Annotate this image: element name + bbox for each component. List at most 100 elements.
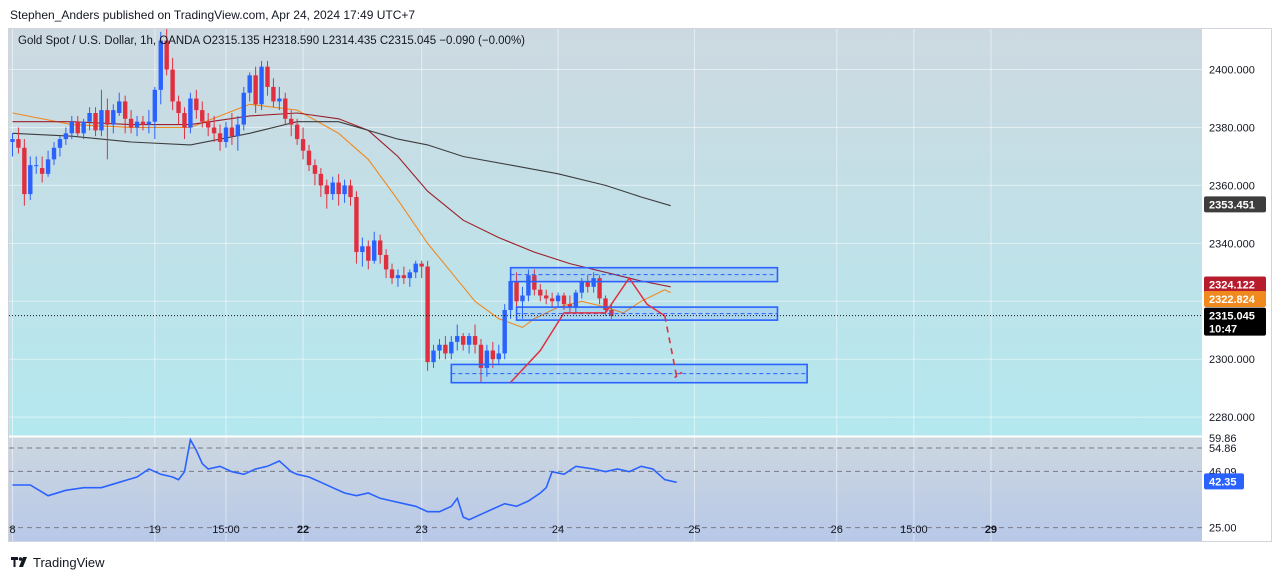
support-resistance-zone xyxy=(515,306,779,321)
time-axis-label: 23 xyxy=(416,524,428,536)
candle-body xyxy=(271,86,276,102)
candle xyxy=(10,133,15,157)
candle-body xyxy=(247,75,252,93)
candle-body xyxy=(514,281,519,302)
candle-body xyxy=(87,113,92,122)
candle xyxy=(93,107,98,137)
candle xyxy=(484,344,490,377)
candle xyxy=(45,150,51,177)
candle xyxy=(200,101,205,128)
price-tag-label: 2353.451 xyxy=(1209,199,1255,211)
candle-body xyxy=(603,298,608,310)
candle xyxy=(294,118,300,145)
candle-body xyxy=(443,344,448,354)
candle xyxy=(271,78,276,108)
candle xyxy=(146,110,152,134)
candle xyxy=(105,98,110,160)
countdown-label: 10:47 xyxy=(1209,324,1237,336)
candle-body xyxy=(348,185,353,198)
candle xyxy=(419,260,424,279)
candle-body xyxy=(324,185,329,195)
chart-canvas[interactable]: 2280.0002300.0002320.0002340.0002360.000… xyxy=(9,29,1271,541)
candle-body xyxy=(466,336,472,345)
candle-body xyxy=(69,121,74,134)
candle xyxy=(514,272,519,308)
candle xyxy=(300,127,306,160)
candle-body xyxy=(526,275,531,296)
candle xyxy=(152,86,158,140)
rsi-pane-background xyxy=(9,437,1202,541)
candle-body xyxy=(39,168,45,174)
candle xyxy=(16,127,21,154)
ohlc-change: −0.090 (−0.00%) xyxy=(439,35,525,47)
candle xyxy=(247,72,252,102)
candle xyxy=(158,31,163,105)
rsi-axis-label: 54.86 xyxy=(1209,443,1237,455)
time-axis-label: 26 xyxy=(831,524,843,536)
candle-body xyxy=(318,173,324,186)
candle xyxy=(567,295,573,313)
candle xyxy=(241,86,246,131)
moving-average-line xyxy=(12,112,671,288)
candle-body xyxy=(532,275,537,290)
candle-body xyxy=(336,182,341,195)
rsi-axis-label: 25.00 xyxy=(1209,523,1237,535)
candle-body xyxy=(561,295,567,305)
candle xyxy=(223,121,229,148)
candle-body xyxy=(211,127,217,134)
candle-body xyxy=(81,121,86,134)
candle xyxy=(431,344,436,368)
candle xyxy=(336,173,341,206)
candle xyxy=(164,29,169,76)
candle xyxy=(318,168,324,198)
candle-body xyxy=(28,165,33,195)
candle xyxy=(28,156,33,200)
candle xyxy=(140,115,146,131)
moving-average-line xyxy=(12,121,671,207)
candle-body xyxy=(45,159,51,174)
candle xyxy=(39,156,45,183)
price-tag-label: 2322.824 xyxy=(1209,294,1256,306)
candle xyxy=(366,240,371,270)
candle xyxy=(472,324,478,354)
price-tag xyxy=(1204,276,1266,293)
candle xyxy=(354,191,359,264)
candle-body xyxy=(401,275,407,279)
candle xyxy=(259,60,264,111)
candle-body xyxy=(502,309,507,354)
candle xyxy=(549,292,555,308)
candle-body xyxy=(372,240,377,261)
candle-body xyxy=(538,289,543,296)
candle-body xyxy=(549,298,555,302)
ohlc-high: H2318.590 xyxy=(263,35,322,47)
candle-body xyxy=(360,246,365,253)
candle xyxy=(377,234,383,264)
candle xyxy=(538,283,543,302)
price-axis-label: 2300.000 xyxy=(1209,354,1255,366)
symbol-legend: Gold Spot / U.S. Dollar, 1h, OANDA O2315… xyxy=(18,35,525,47)
candle-body xyxy=(253,75,258,105)
candle xyxy=(22,139,27,206)
footer-brand[interactable]: TradingView xyxy=(33,554,105,570)
candle-body xyxy=(63,133,69,140)
ohlc-open: O2315.135 xyxy=(203,35,263,47)
candle-body xyxy=(377,240,383,255)
price-axis-label: 2360.000 xyxy=(1209,180,1255,192)
price-tag-label: 2315.045 xyxy=(1209,311,1255,323)
candle xyxy=(407,269,413,287)
candle xyxy=(99,89,104,137)
price-pane-background xyxy=(9,29,1202,436)
time-axis-label: 19 xyxy=(149,524,161,536)
candle xyxy=(425,260,430,371)
candle xyxy=(217,124,223,151)
candle xyxy=(460,333,466,351)
candle-body xyxy=(205,121,211,128)
candle xyxy=(532,269,537,296)
candle-body xyxy=(591,278,596,287)
candle-body xyxy=(194,98,199,111)
candle-body xyxy=(597,278,602,299)
candle-body xyxy=(455,336,460,342)
candle xyxy=(324,179,329,209)
candle-body xyxy=(16,139,21,148)
candle xyxy=(253,66,258,114)
